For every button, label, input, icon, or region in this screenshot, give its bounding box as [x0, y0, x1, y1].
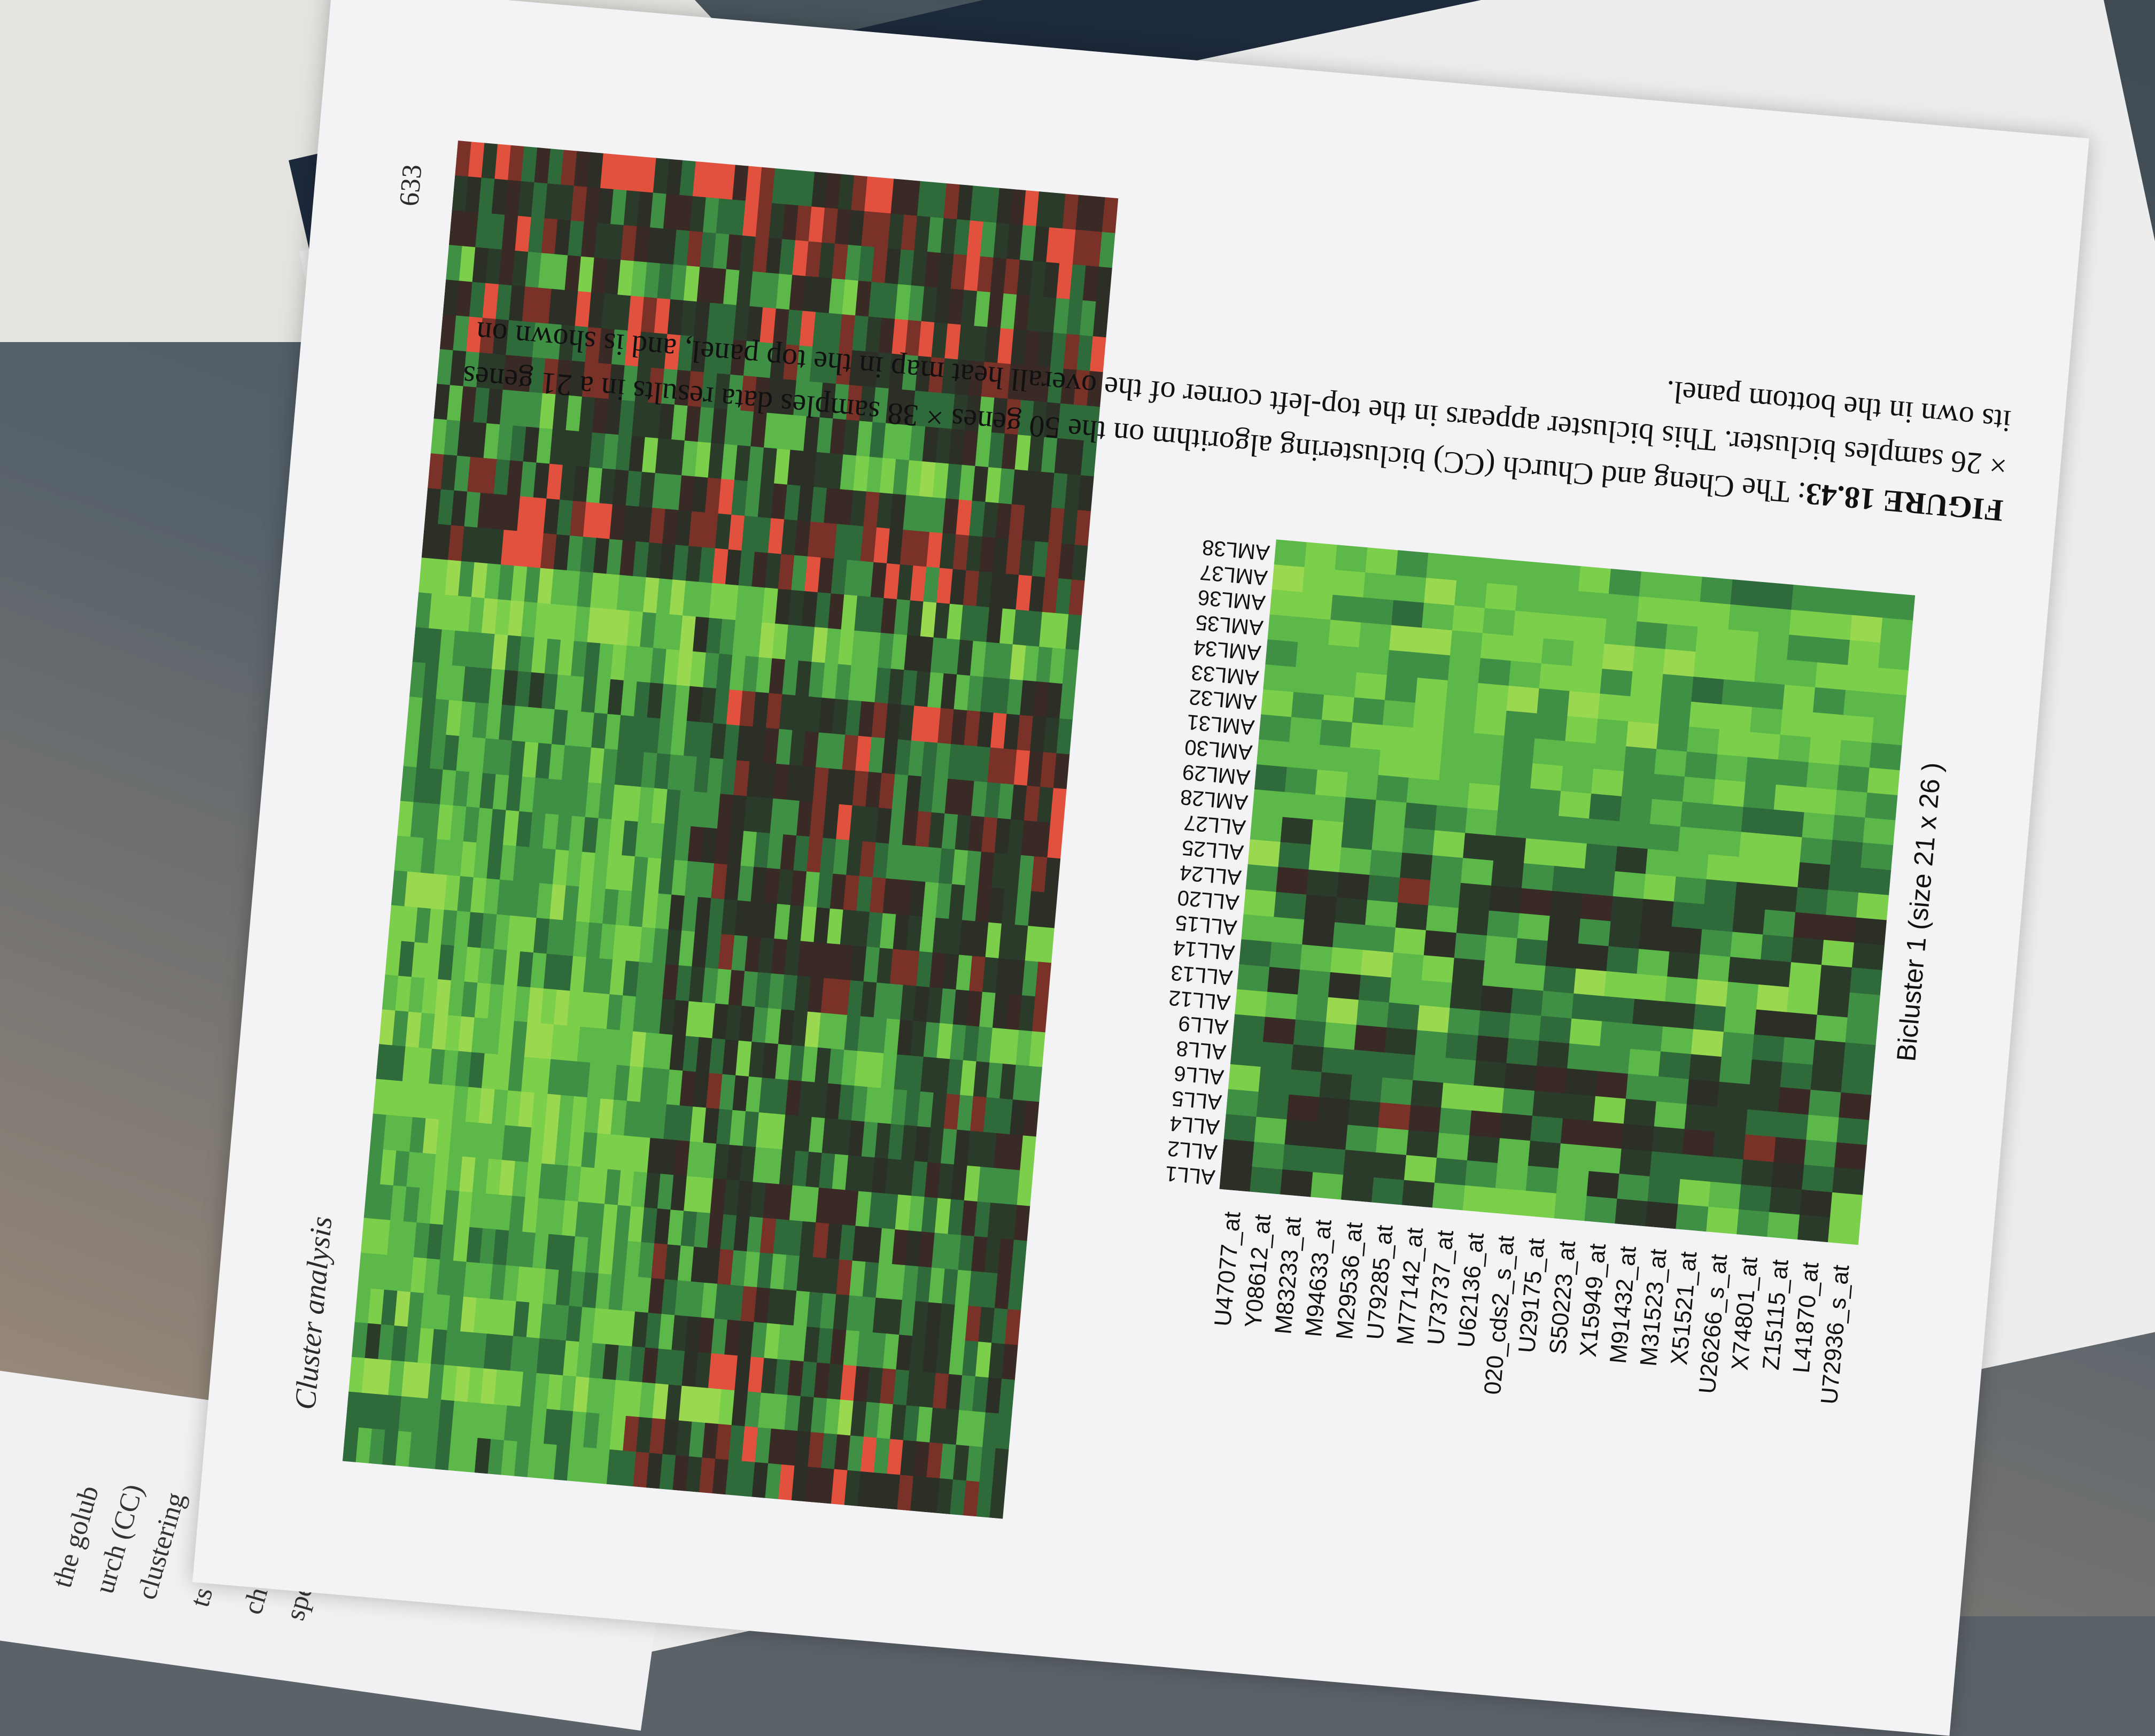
row-label: M31523_at: [1635, 1247, 1672, 1368]
column-label: ALL2: [1166, 1136, 1219, 1165]
caption-label: FIGURE 18.43: [1804, 476, 2005, 529]
running-head: Cluster analysis: [289, 1215, 339, 1411]
column-label: ALL15: [1174, 910, 1238, 940]
column-label: AML34: [1192, 635, 1262, 665]
column-label: AML36: [1197, 585, 1267, 615]
row-label: U73737_at: [1422, 1229, 1459, 1346]
column-label: ALL4: [1168, 1111, 1221, 1140]
heatmap-overall: [342, 141, 1119, 1519]
row-label: S50223_at: [1544, 1239, 1580, 1355]
column-label: ALL24: [1179, 860, 1243, 889]
row-label: M91432_at: [1604, 1245, 1641, 1365]
column-label: ALL14: [1172, 935, 1236, 965]
row-label: X15949_at: [1575, 1242, 1611, 1358]
row-label: M77142_at: [1392, 1226, 1429, 1346]
row-label: M94633_at: [1300, 1218, 1337, 1338]
row-label: U29175_at: [1514, 1237, 1550, 1354]
page-number: 633: [394, 163, 428, 208]
column-label: AML35: [1195, 610, 1265, 640]
row-label: U47077_at: [1210, 1210, 1246, 1328]
column-label: ALL1: [1164, 1161, 1216, 1189]
column-label: ALL27: [1183, 810, 1247, 840]
column-label: ALL12: [1167, 985, 1231, 1014]
heatmap-bicluster: [1219, 539, 1916, 1245]
row-label: L41870_at: [1788, 1261, 1824, 1374]
column-label: ALL8: [1175, 1036, 1227, 1065]
row-label: Y08612_at: [1240, 1213, 1276, 1329]
row-label: U62136_at: [1453, 1231, 1490, 1349]
row-label: U79285_at: [1361, 1223, 1398, 1341]
bicluster-title: Bicluster 1 (size 21 x 26 ): [1891, 761, 1947, 1063]
column-label: ALL9: [1177, 1011, 1229, 1040]
column-label: ALL6: [1173, 1061, 1225, 1089]
column-label: AML38: [1201, 535, 1271, 565]
row-label: X51521_at: [1666, 1250, 1702, 1366]
row-label: X74801_at: [1727, 1256, 1763, 1371]
column-label: ALL25: [1181, 835, 1245, 865]
row-label: M83233_at: [1270, 1215, 1307, 1336]
column-label: ALL20: [1176, 885, 1241, 914]
book-page: Cluster analysis 633 ALL1 ALL2 ALL4 ALL5 ALL…: [192, 0, 2089, 1736]
column-label: AML37: [1199, 560, 1269, 590]
row-label: M29536_at: [1331, 1221, 1368, 1341]
column-label: ALL5: [1170, 1086, 1223, 1114]
column-label: ALL13: [1169, 960, 1234, 989]
row-label: Z15115_at: [1757, 1258, 1794, 1371]
row-labels: U47077_at Y08612_at M83233_at M94633_at M295…: [1195, 1211, 1856, 1522]
